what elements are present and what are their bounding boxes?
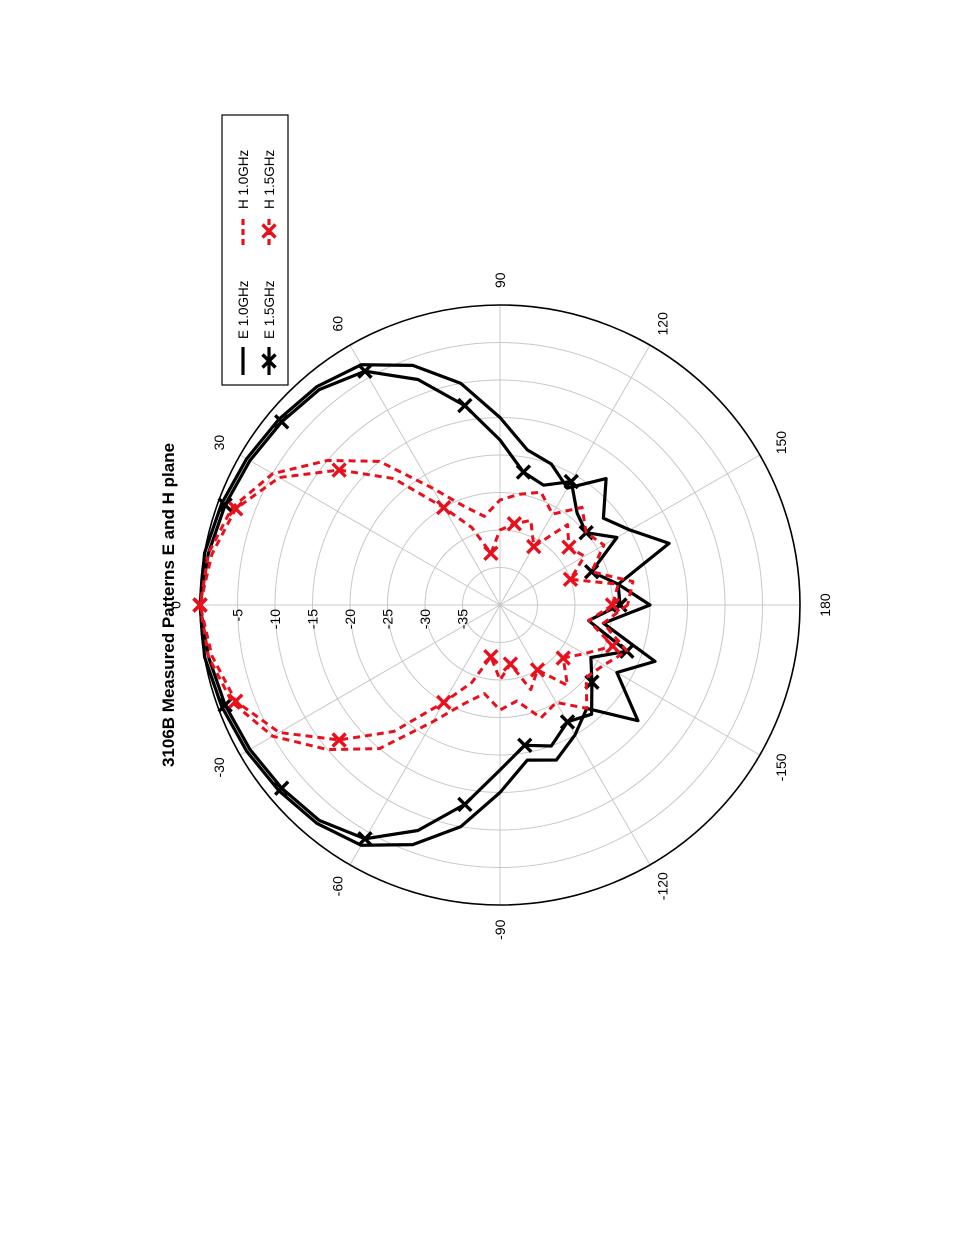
legend-entry: H 1.5GHz <box>261 149 277 245</box>
grid-spoke <box>239 604 501 756</box>
radial-tick-label: -35 <box>455 609 471 629</box>
grid-spoke <box>499 604 761 756</box>
series-layer <box>192 363 671 847</box>
legend-entry: E 1.0GHz <box>236 280 251 375</box>
series-h-1-5ghz <box>192 462 621 748</box>
rotated-chart-group: 0 30 60 90 120 150 180 -150 -120 -90 -60 -30 -5 -10 -1… <box>159 114 833 940</box>
angle-tick-label: 180 <box>817 593 833 617</box>
legend-box <box>221 114 289 386</box>
legend-label: E 1.0GHz <box>236 280 251 339</box>
angle-tick-label: 30 <box>211 435 227 451</box>
series-marker <box>561 539 577 555</box>
series-marker <box>357 831 373 847</box>
legend-label: E 1.5GHz <box>262 280 277 339</box>
radial-tick-label: -15 <box>305 609 321 629</box>
series-marker <box>529 662 546 678</box>
series-marker <box>483 545 499 562</box>
angle-tick-label: -30 <box>211 757 227 777</box>
series-marker <box>604 597 621 613</box>
series-marker <box>331 732 347 748</box>
angle-tick-label: -90 <box>492 919 508 939</box>
series-marker <box>273 780 290 796</box>
series-marker <box>217 497 233 513</box>
legend: E 1.0GHz E 1.5GHz H 1.0GHz H 1.5GHz <box>221 114 289 386</box>
series-marker <box>192 597 208 613</box>
radial-tick-label: -5 <box>230 609 246 622</box>
series-marker <box>228 501 244 517</box>
angle-tick-label: 150 <box>773 431 789 455</box>
series-marker <box>457 397 473 414</box>
series-marker <box>273 414 290 430</box>
series-marker <box>436 694 452 711</box>
series-marker <box>562 571 579 588</box>
series-marker <box>605 638 621 654</box>
radial-tick-label: -20 <box>342 609 358 629</box>
radial-tick-label: -10 <box>267 609 283 629</box>
chart-title: 3106B Measured Patterns E and H plane <box>159 443 178 767</box>
series-marker <box>261 353 277 369</box>
angle-tick-label: -120 <box>654 872 670 900</box>
legend-entry: H 1.0GHz <box>236 149 251 245</box>
angle-tick-label: -150 <box>773 753 789 781</box>
series-marker <box>457 796 473 813</box>
series-marker <box>483 648 499 665</box>
angle-tick-label: 0 <box>167 601 183 609</box>
grid-spoke <box>349 344 501 606</box>
legend-entry: E 1.5GHz <box>261 280 277 375</box>
legend-items: E 1.0GHz E 1.5GHz H 1.0GHz H 1.5GHz <box>236 149 277 375</box>
grid-spoke <box>499 344 651 606</box>
angle-tick-label: -60 <box>330 876 346 896</box>
grid-spoke <box>239 454 501 606</box>
grid-spoke <box>349 604 501 866</box>
series-marker <box>526 538 542 555</box>
series-marker <box>436 499 452 516</box>
polar-grid <box>199 304 801 906</box>
series-marker <box>502 656 519 672</box>
series-marker <box>583 563 600 580</box>
legend-label: H 1.5GHz <box>262 149 277 209</box>
series-marker <box>357 363 373 379</box>
legend-label: H 1.0GHz <box>236 149 251 209</box>
series-marker <box>515 464 532 480</box>
radial-tick-label: -25 <box>380 609 396 629</box>
series-marker <box>559 714 576 730</box>
series-marker <box>228 693 244 709</box>
series-marker <box>517 737 533 754</box>
series-marker <box>261 223 277 239</box>
series-marker <box>217 697 233 713</box>
series-marker <box>506 516 523 532</box>
tick-labels: 0 30 60 90 120 150 180 -150 -120 -90 -60 -30 -5 -10 -1… <box>167 272 833 940</box>
angle-tick-label: 60 <box>330 316 346 332</box>
series-marker <box>331 462 347 478</box>
angle-tick-label: 90 <box>492 272 508 288</box>
angle-tick-label: 120 <box>654 312 670 336</box>
series-marker <box>555 650 571 666</box>
radial-tick-label: -30 <box>417 609 433 629</box>
series-marker <box>563 473 579 490</box>
